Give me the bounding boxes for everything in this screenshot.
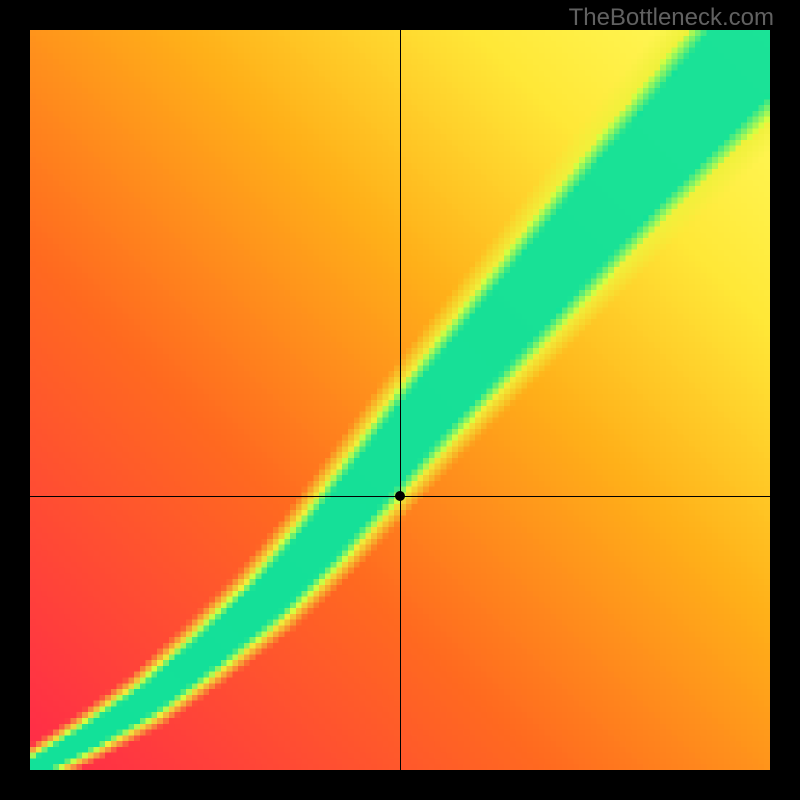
heatmap-plot [30,30,770,770]
crosshair-vertical [400,30,401,770]
chart-root: TheBottleneck.com [0,0,800,800]
watermark-label: TheBottleneck.com [569,4,774,32]
